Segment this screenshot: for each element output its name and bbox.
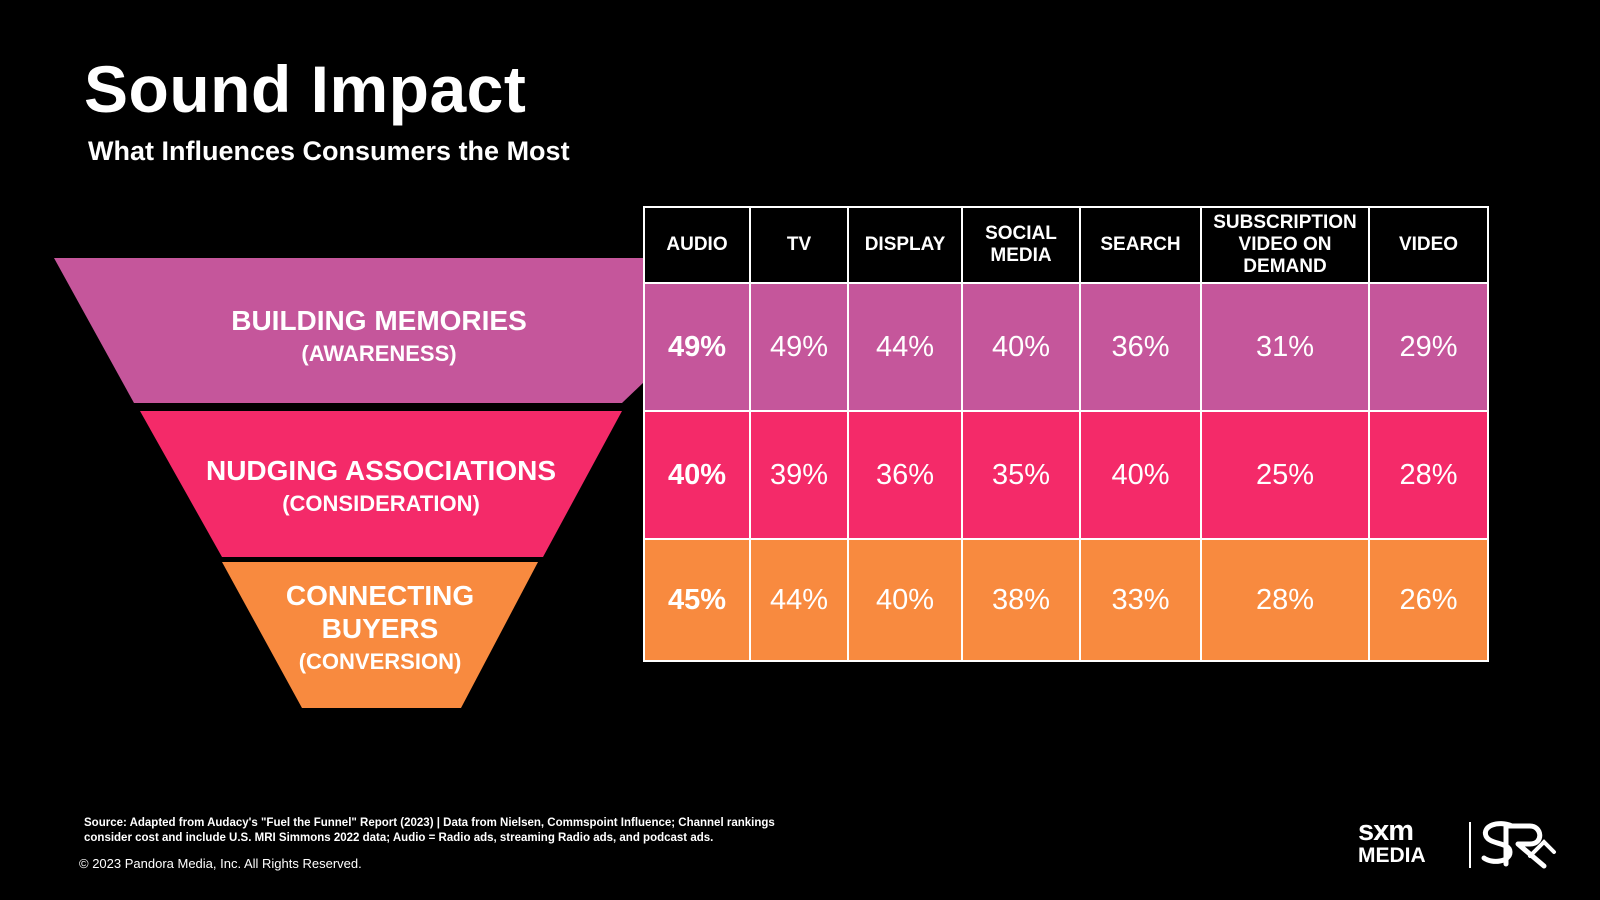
- funnel-stage-conversion: [222, 562, 538, 708]
- value-cell-conversion-subscription-video-on-demand: 28%: [1200, 538, 1370, 662]
- funnel-stage-name: BUILDING MEMORIES: [231, 304, 527, 336]
- value-cell-consideration-tv: 39%: [749, 410, 849, 540]
- column-header-social-media: SOCIAL MEDIA: [961, 206, 1081, 284]
- logo-line-1: sxm: [1358, 815, 1414, 847]
- column-header-search: SEARCH: [1079, 206, 1202, 284]
- copyright-notice: © 2023 Pandora Media, Inc. All Rights Re…: [79, 856, 362, 871]
- value-cell-conversion-social-media: 38%: [961, 538, 1081, 662]
- funnel-stage-sub: (CONVERSION): [298, 649, 462, 675]
- value-cell-consideration-subscription-video-on-demand: 25%: [1200, 410, 1370, 540]
- value-cell-awareness-tv: 49%: [749, 282, 849, 412]
- funnel-label-conversion: CONNECTING BUYERS (CONVERSION): [270, 572, 490, 682]
- sr-logo-icon: [1481, 821, 1556, 869]
- column-header-tv: TV: [749, 206, 849, 284]
- column-header-audio: AUDIO: [643, 206, 751, 284]
- table-row-conversion: 45% 44% 40% 38% 33% 28% 26%: [643, 538, 1489, 662]
- funnel-stage-awareness: [54, 258, 644, 403]
- table-header-row: AUDIO TV DISPLAY SOCIAL MEDIA SEARCH SUB…: [643, 206, 1489, 284]
- value-cell-consideration-search: 40%: [1079, 410, 1202, 540]
- value-cell-awareness-search: 36%: [1079, 282, 1202, 412]
- sxm-media-logo: sxm MEDIA: [1358, 815, 1426, 867]
- table-body: 49% 49% 44% 40% 36% 31% 29% 40% 39% 36% 35% 40% 25% 2…: [643, 282, 1489, 662]
- table-row-awareness: 49% 49% 44% 40% 36% 31% 29%: [643, 282, 1489, 412]
- source-footnote: Source: Adapted from Audacy's "Fuel the …: [84, 817, 775, 844]
- funnel-label-awareness: BUILDING MEMORIES (AWARENESS): [134, 290, 624, 380]
- column-header-video: VIDEO: [1368, 206, 1489, 284]
- value-cell-conversion-video: 26%: [1368, 538, 1489, 662]
- value-cell-conversion-display: 40%: [847, 538, 963, 662]
- logo-divider: [1469, 822, 1471, 868]
- value-cell-awareness-display: 44%: [847, 282, 963, 412]
- table-row-consideration: 40% 39% 36% 35% 40% 25% 28%: [643, 410, 1489, 540]
- column-header-display: DISPLAY: [847, 206, 963, 284]
- value-cell-consideration-social-media: 35%: [961, 410, 1081, 540]
- value-cell-conversion-audio: 45%: [643, 538, 751, 662]
- channel-influence-table: AUDIO TV DISPLAY SOCIAL MEDIA SEARCH SUB…: [643, 206, 1489, 662]
- page-title: Sound Impact: [84, 52, 527, 126]
- value-cell-consideration-video: 28%: [1368, 410, 1489, 540]
- page-subtitle: What Influences Consumers the Most: [88, 136, 570, 166]
- value-cell-awareness-social-media: 40%: [961, 282, 1081, 412]
- funnel-stage-sub: (CONSIDERATION): [282, 490, 480, 516]
- logo-line-2: MEDIA: [1358, 843, 1426, 867]
- funnel-stage-consideration: [140, 411, 622, 557]
- value-cell-awareness-video: 29%: [1368, 282, 1489, 412]
- value-cell-awareness-subscription-video-on-demand: 31%: [1200, 282, 1370, 412]
- value-cell-awareness-audio: 49%: [643, 282, 751, 412]
- value-cell-consideration-audio: 40%: [643, 410, 751, 540]
- column-header-svod: SUBSCRIPTION VIDEO ON DEMAND: [1200, 206, 1370, 284]
- value-cell-conversion-tv: 44%: [749, 538, 849, 662]
- funnel-stage-sub: (AWARENESS): [301, 340, 457, 366]
- value-cell-conversion-search: 33%: [1079, 538, 1202, 662]
- value-cell-consideration-display: 36%: [847, 410, 963, 540]
- funnel-stage-name: NUDGING ASSOCIATIONS: [205, 454, 556, 486]
- funnel-label-consideration: NUDGING ASSOCIATIONS (CONSIDERATION): [140, 440, 622, 530]
- funnel-stage-name: CONNECTING BUYERS: [285, 579, 475, 645]
